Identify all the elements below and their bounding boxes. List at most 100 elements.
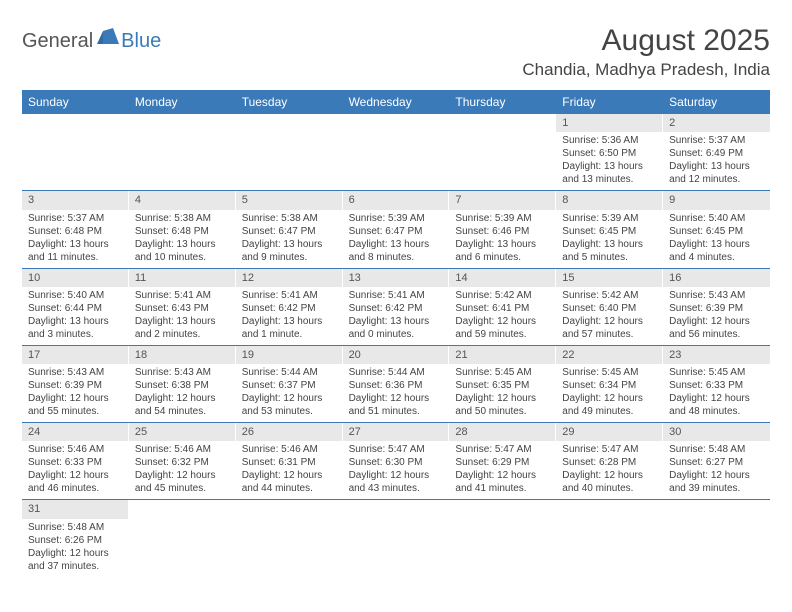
- day-cell: 7Sunrise: 5:39 AMSunset: 6:46 PMDaylight…: [449, 191, 556, 267]
- sunrise-text: Sunrise: 5:46 AM: [242, 443, 337, 456]
- day-content: Sunrise: 5:45 AMSunset: 6:35 PMDaylight:…: [449, 364, 556, 422]
- sunset-text: Sunset: 6:35 PM: [455, 379, 550, 392]
- day-content: Sunrise: 5:42 AMSunset: 6:40 PMDaylight:…: [556, 287, 663, 345]
- day-content: Sunrise: 5:38 AMSunset: 6:47 PMDaylight:…: [236, 210, 343, 268]
- day-cell: 18Sunrise: 5:43 AMSunset: 6:38 PMDayligh…: [129, 346, 236, 422]
- day-number: [343, 114, 450, 132]
- sunset-text: Sunset: 6:40 PM: [562, 302, 657, 315]
- day-content: Sunrise: 5:36 AMSunset: 6:50 PMDaylight:…: [556, 132, 663, 190]
- sunrise-text: Sunrise: 5:42 AM: [562, 289, 657, 302]
- location: Chandia, Madhya Pradesh, India: [522, 60, 770, 80]
- sunset-text: Sunset: 6:48 PM: [28, 225, 123, 238]
- daylight-text: Daylight: 12 hours and 49 minutes.: [562, 392, 657, 418]
- day-number: 28: [449, 423, 556, 441]
- day-cell: 29Sunrise: 5:47 AMSunset: 6:28 PMDayligh…: [556, 423, 663, 499]
- daylight-text: Daylight: 12 hours and 56 minutes.: [669, 315, 764, 341]
- sunrise-text: Sunrise: 5:43 AM: [669, 289, 764, 302]
- day-content: Sunrise: 5:46 AMSunset: 6:31 PMDaylight:…: [236, 441, 343, 499]
- daylight-text: Daylight: 13 hours and 0 minutes.: [349, 315, 444, 341]
- sunrise-text: Sunrise: 5:39 AM: [562, 212, 657, 225]
- sunrise-text: Sunrise: 5:36 AM: [562, 134, 657, 147]
- daylight-text: Daylight: 13 hours and 6 minutes.: [455, 238, 550, 264]
- sunset-text: Sunset: 6:47 PM: [349, 225, 444, 238]
- sunrise-text: Sunrise: 5:45 AM: [455, 366, 550, 379]
- day-content: Sunrise: 5:38 AMSunset: 6:48 PMDaylight:…: [129, 210, 236, 268]
- day-cell: [449, 500, 556, 576]
- day-number: 24: [22, 423, 129, 441]
- daylight-text: Daylight: 12 hours and 55 minutes.: [28, 392, 123, 418]
- sunset-text: Sunset: 6:49 PM: [669, 147, 764, 160]
- week-row: 24Sunrise: 5:46 AMSunset: 6:33 PMDayligh…: [22, 423, 770, 500]
- day-cell: 13Sunrise: 5:41 AMSunset: 6:42 PMDayligh…: [343, 269, 450, 345]
- day-content: Sunrise: 5:42 AMSunset: 6:41 PMDaylight:…: [449, 287, 556, 345]
- day-number: [556, 500, 663, 518]
- daylight-text: Daylight: 12 hours and 50 minutes.: [455, 392, 550, 418]
- sunset-text: Sunset: 6:38 PM: [135, 379, 230, 392]
- day-content: Sunrise: 5:39 AMSunset: 6:45 PMDaylight:…: [556, 210, 663, 268]
- day-number: 31: [22, 500, 129, 518]
- sunrise-text: Sunrise: 5:40 AM: [669, 212, 764, 225]
- day-cell: 12Sunrise: 5:41 AMSunset: 6:42 PMDayligh…: [236, 269, 343, 345]
- day-number: 1: [556, 114, 663, 132]
- day-cell: 21Sunrise: 5:45 AMSunset: 6:35 PMDayligh…: [449, 346, 556, 422]
- day-cell: 22Sunrise: 5:45 AMSunset: 6:34 PMDayligh…: [556, 346, 663, 422]
- daylight-text: Daylight: 12 hours and 46 minutes.: [28, 469, 123, 495]
- sunset-text: Sunset: 6:31 PM: [242, 456, 337, 469]
- day-header: Sunday: [22, 90, 129, 114]
- day-cell: 11Sunrise: 5:41 AMSunset: 6:43 PMDayligh…: [129, 269, 236, 345]
- day-number: [129, 500, 236, 518]
- title-block: August 2025 Chandia, Madhya Pradesh, Ind…: [522, 24, 770, 80]
- day-cell: 6Sunrise: 5:39 AMSunset: 6:47 PMDaylight…: [343, 191, 450, 267]
- sunset-text: Sunset: 6:29 PM: [455, 456, 550, 469]
- header: General Blue August 2025 Chandia, Madhya…: [22, 24, 770, 80]
- day-number: 9: [663, 191, 770, 209]
- daylight-text: Daylight: 13 hours and 13 minutes.: [562, 160, 657, 186]
- daylight-text: Daylight: 13 hours and 8 minutes.: [349, 238, 444, 264]
- day-number: 27: [343, 423, 450, 441]
- sunset-text: Sunset: 6:42 PM: [242, 302, 337, 315]
- day-number: 25: [129, 423, 236, 441]
- day-cell: [556, 500, 663, 576]
- sunrise-text: Sunrise: 5:39 AM: [455, 212, 550, 225]
- daylight-text: Daylight: 12 hours and 59 minutes.: [455, 315, 550, 341]
- day-content: Sunrise: 5:43 AMSunset: 6:39 PMDaylight:…: [663, 287, 770, 345]
- logo: General Blue: [22, 28, 161, 55]
- day-content: Sunrise: 5:47 AMSunset: 6:28 PMDaylight:…: [556, 441, 663, 499]
- sunrise-text: Sunrise: 5:38 AM: [242, 212, 337, 225]
- sunrise-text: Sunrise: 5:40 AM: [28, 289, 123, 302]
- sunrise-text: Sunrise: 5:46 AM: [135, 443, 230, 456]
- sunset-text: Sunset: 6:50 PM: [562, 147, 657, 160]
- sunset-text: Sunset: 6:44 PM: [28, 302, 123, 315]
- sunrise-text: Sunrise: 5:45 AM: [669, 366, 764, 379]
- sunrise-text: Sunrise: 5:45 AM: [562, 366, 657, 379]
- day-number: 23: [663, 346, 770, 364]
- day-cell: 23Sunrise: 5:45 AMSunset: 6:33 PMDayligh…: [663, 346, 770, 422]
- sunset-text: Sunset: 6:37 PM: [242, 379, 337, 392]
- day-content: Sunrise: 5:44 AMSunset: 6:36 PMDaylight:…: [343, 364, 450, 422]
- day-cell: 30Sunrise: 5:48 AMSunset: 6:27 PMDayligh…: [663, 423, 770, 499]
- day-number: 5: [236, 191, 343, 209]
- day-content: Sunrise: 5:41 AMSunset: 6:42 PMDaylight:…: [236, 287, 343, 345]
- day-content: Sunrise: 5:44 AMSunset: 6:37 PMDaylight:…: [236, 364, 343, 422]
- week-row: 10Sunrise: 5:40 AMSunset: 6:44 PMDayligh…: [22, 269, 770, 346]
- day-cell: 3Sunrise: 5:37 AMSunset: 6:48 PMDaylight…: [22, 191, 129, 267]
- day-number: 17: [22, 346, 129, 364]
- daylight-text: Daylight: 12 hours and 41 minutes.: [455, 469, 550, 495]
- day-number: 20: [343, 346, 450, 364]
- sunrise-text: Sunrise: 5:42 AM: [455, 289, 550, 302]
- sunset-text: Sunset: 6:43 PM: [135, 302, 230, 315]
- sunset-text: Sunset: 6:45 PM: [669, 225, 764, 238]
- week-row: 31Sunrise: 5:48 AMSunset: 6:26 PMDayligh…: [22, 500, 770, 576]
- daylight-text: Daylight: 13 hours and 2 minutes.: [135, 315, 230, 341]
- day-header: Saturday: [663, 90, 770, 114]
- day-cell: 5Sunrise: 5:38 AMSunset: 6:47 PMDaylight…: [236, 191, 343, 267]
- day-number: 22: [556, 346, 663, 364]
- day-number: [236, 500, 343, 518]
- day-number: [449, 114, 556, 132]
- sunset-text: Sunset: 6:47 PM: [242, 225, 337, 238]
- week-row: 3Sunrise: 5:37 AMSunset: 6:48 PMDaylight…: [22, 191, 770, 268]
- sunrise-text: Sunrise: 5:41 AM: [349, 289, 444, 302]
- day-cell: [129, 114, 236, 190]
- day-cell: 9Sunrise: 5:40 AMSunset: 6:45 PMDaylight…: [663, 191, 770, 267]
- day-number: 30: [663, 423, 770, 441]
